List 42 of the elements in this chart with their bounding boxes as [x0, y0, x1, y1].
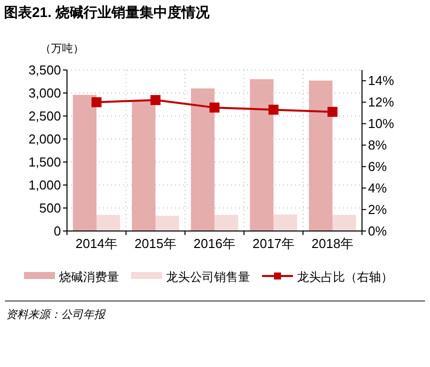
y-tick-label: 3,500	[28, 62, 61, 78]
y2-tick-label: 2%	[368, 202, 388, 218]
bar	[96, 214, 120, 231]
y-tick-label: 1,500	[28, 154, 61, 170]
y2-tick-label: 12%	[368, 94, 394, 110]
y-tick-label: 3,000	[28, 86, 61, 100]
bar	[72, 94, 96, 231]
y2-tick-label: 14%	[368, 73, 394, 88]
y2-tick-label: 4%	[368, 180, 388, 196]
legend-label: 龙头占比（右轴）	[297, 270, 393, 284]
y2-tick-label: 6%	[368, 159, 388, 174]
chart-title: 图表21. 烧碱行业销量集中度情况	[4, 4, 210, 20]
y-tick-label: 2,500	[28, 108, 61, 124]
y2-tick-label: 8%	[368, 138, 388, 153]
bar	[214, 214, 238, 231]
bar	[190, 88, 214, 231]
x-tick-label: 2015年	[134, 236, 176, 251]
point	[92, 97, 102, 108]
point	[210, 102, 220, 113]
y-tick-label: 500	[39, 200, 61, 216]
bar	[308, 80, 332, 231]
point	[268, 104, 278, 115]
point	[150, 95, 160, 106]
bar	[332, 214, 356, 231]
legend-label: 烧碱消费量	[59, 270, 119, 284]
legend-label: 龙头公司销售量	[166, 270, 250, 284]
bar	[274, 214, 298, 231]
point	[328, 106, 338, 117]
y2-tick-label: 0%	[368, 224, 388, 238]
y2-tick-label: 10%	[368, 116, 394, 132]
y-tick-label: 0	[54, 224, 61, 238]
bar	[132, 100, 156, 231]
bar	[156, 216, 180, 231]
x-tick-label: 2017年	[252, 236, 294, 251]
y-tick-label: 2,000	[28, 132, 61, 146]
x-tick-label: 2014年	[76, 236, 118, 251]
y-axis-title: （万吨）	[40, 42, 84, 55]
text: 资料来源：公司年报	[6, 308, 106, 321]
x-tick-label: 2018年	[312, 236, 354, 251]
bar	[250, 79, 274, 231]
x-tick-label: 2016年	[194, 236, 236, 251]
y-tick-label: 1,000	[28, 178, 61, 192]
